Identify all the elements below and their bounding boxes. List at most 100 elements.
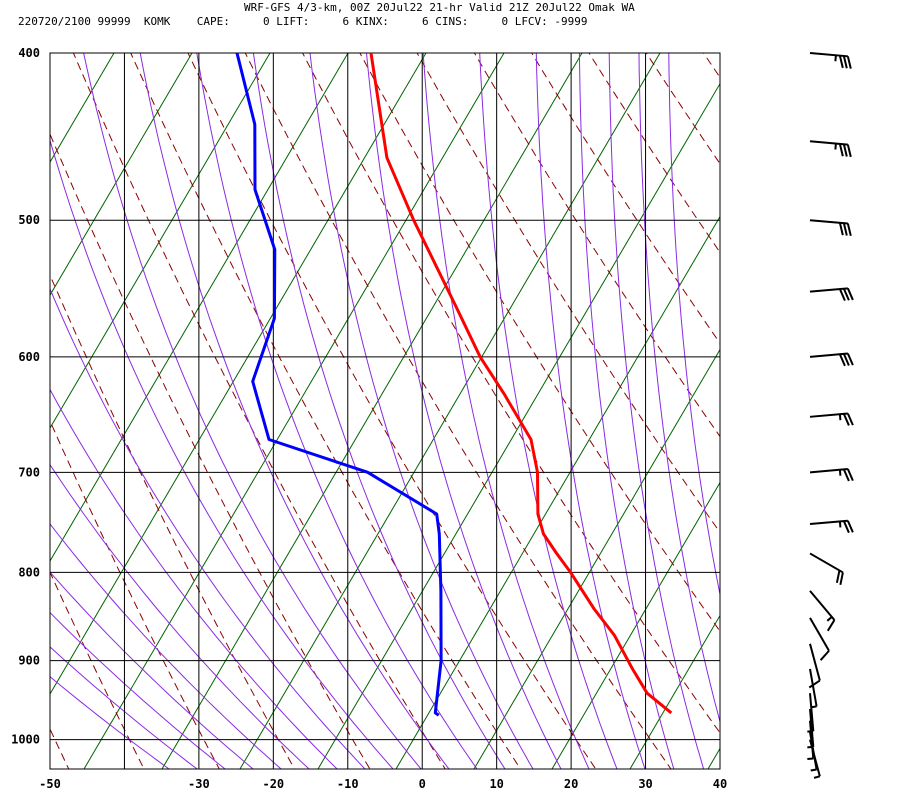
barb-half-flag xyxy=(834,143,837,150)
mixing-ratio-line xyxy=(395,215,720,769)
barb-shaft xyxy=(809,668,818,707)
temperature-tick-label: -50 xyxy=(39,777,61,791)
mixing-ratio-line xyxy=(707,747,720,769)
barb-half-flag xyxy=(838,521,842,528)
wind-barb xyxy=(809,287,854,302)
dry-adiabat xyxy=(359,53,720,633)
barb-flag xyxy=(838,222,844,236)
wind-barb xyxy=(809,468,854,482)
barb-shaft xyxy=(809,219,848,225)
barb-shaft xyxy=(809,552,844,574)
wind-barb xyxy=(809,519,854,534)
barb-flag xyxy=(842,413,850,426)
barb-flag xyxy=(808,679,821,689)
chart-title: WRF-GFS 4/3-km, 00Z 20Jul22 21-hr Valid … xyxy=(244,1,635,14)
dry-adiabat xyxy=(50,727,70,769)
barb-half-flag xyxy=(813,775,821,779)
wind-barbs xyxy=(807,52,854,779)
moist-adiabat xyxy=(252,53,506,769)
temperature-tick-labels: -50 -30 -20 -10 0 10 20 30 40 xyxy=(39,777,727,791)
barb-flag xyxy=(846,468,854,482)
moist-adiabat xyxy=(668,53,720,597)
dry-adiabat xyxy=(791,15,900,784)
barb-flag xyxy=(846,56,852,69)
moist-adiabat xyxy=(535,53,646,769)
dry-adiabat xyxy=(645,53,720,165)
barb-shaft xyxy=(809,287,848,293)
barb-flag xyxy=(839,572,844,586)
moist-adiabat xyxy=(50,287,366,769)
plot-frame xyxy=(49,52,721,770)
moist-adiabat xyxy=(309,53,534,769)
dry-adiabat xyxy=(302,53,720,734)
wind-barb xyxy=(809,140,852,158)
barb-flag xyxy=(846,144,852,158)
pressure-tick-label: 900 xyxy=(18,654,40,668)
pressure-tick-label: 600 xyxy=(18,350,40,364)
dry-adiabats xyxy=(50,15,900,784)
dry-adiabat xyxy=(531,53,720,345)
barb-half-flag xyxy=(834,55,837,62)
barb-half-flag xyxy=(826,616,833,622)
barb-shaft xyxy=(809,468,848,474)
barb-flag xyxy=(846,520,854,533)
barb-flag xyxy=(842,520,850,534)
dry-adiabat xyxy=(702,53,720,79)
mixing-ratio-line xyxy=(50,53,193,297)
mixing-ratio-line xyxy=(50,53,115,164)
barb-shaft xyxy=(809,519,848,526)
moist-adiabat xyxy=(50,523,282,769)
temperature-tick-label: -10 xyxy=(337,777,359,791)
dry-adiabat xyxy=(50,570,145,769)
barb-flag xyxy=(819,650,830,661)
mixing-ratio-line xyxy=(473,348,720,769)
moist-adiabat xyxy=(50,138,394,769)
barb-shaft xyxy=(809,590,836,621)
mixing-ratio-line xyxy=(50,53,427,695)
dry-adiabat xyxy=(72,53,446,769)
pressure-tick-labels: 400 500 600 700 800 900 1000 xyxy=(11,46,40,747)
barb-flag xyxy=(838,353,846,367)
pressure-tick-label: 500 xyxy=(18,213,40,227)
barb-flag xyxy=(846,287,854,301)
mixing-ratio-line xyxy=(50,53,271,430)
barb-half-flag xyxy=(810,768,817,772)
wind-barb xyxy=(809,739,821,779)
moist-adiabat xyxy=(365,53,562,769)
moist-adiabat xyxy=(50,611,226,769)
moist-adiabat xyxy=(422,53,590,769)
barb-shaft xyxy=(809,412,848,418)
dry-adiabat xyxy=(416,53,720,534)
barb-shaft xyxy=(809,617,830,652)
moist-adiabat xyxy=(50,646,198,769)
barb-shaft xyxy=(809,140,848,146)
barb-flag xyxy=(842,288,850,301)
barb-shaft xyxy=(809,693,815,732)
temperature-tick-label: 20 xyxy=(564,777,578,791)
moist-adiabats xyxy=(50,53,720,769)
moist-adiabat xyxy=(638,53,720,724)
dry-adiabat xyxy=(50,132,371,769)
grid-lines xyxy=(50,52,720,769)
pressure-tick-label: 700 xyxy=(18,465,40,479)
temperature-tick-label: 30 xyxy=(638,777,652,791)
moist-adiabat xyxy=(479,53,618,769)
pressure-tick-label: 400 xyxy=(18,46,40,60)
wind-barb xyxy=(809,617,830,661)
wind-barb xyxy=(809,590,836,632)
wind-barb xyxy=(809,352,854,367)
mixing-ratio-line xyxy=(629,614,720,769)
barb-flag xyxy=(846,413,854,426)
barb-flag xyxy=(842,55,848,69)
dry-adiabat xyxy=(130,53,521,769)
moist-adiabat xyxy=(50,571,254,769)
temperature-tick-label: 40 xyxy=(713,777,727,791)
wind-barb xyxy=(809,219,852,237)
barb-flag xyxy=(842,143,848,157)
barb-flag xyxy=(838,55,844,69)
wind-barb xyxy=(808,643,821,689)
barb-half-flag xyxy=(807,757,814,761)
wind-barb xyxy=(809,552,844,586)
temperature-tick-label: 0 xyxy=(419,777,426,791)
moist-adiabat xyxy=(50,463,310,769)
